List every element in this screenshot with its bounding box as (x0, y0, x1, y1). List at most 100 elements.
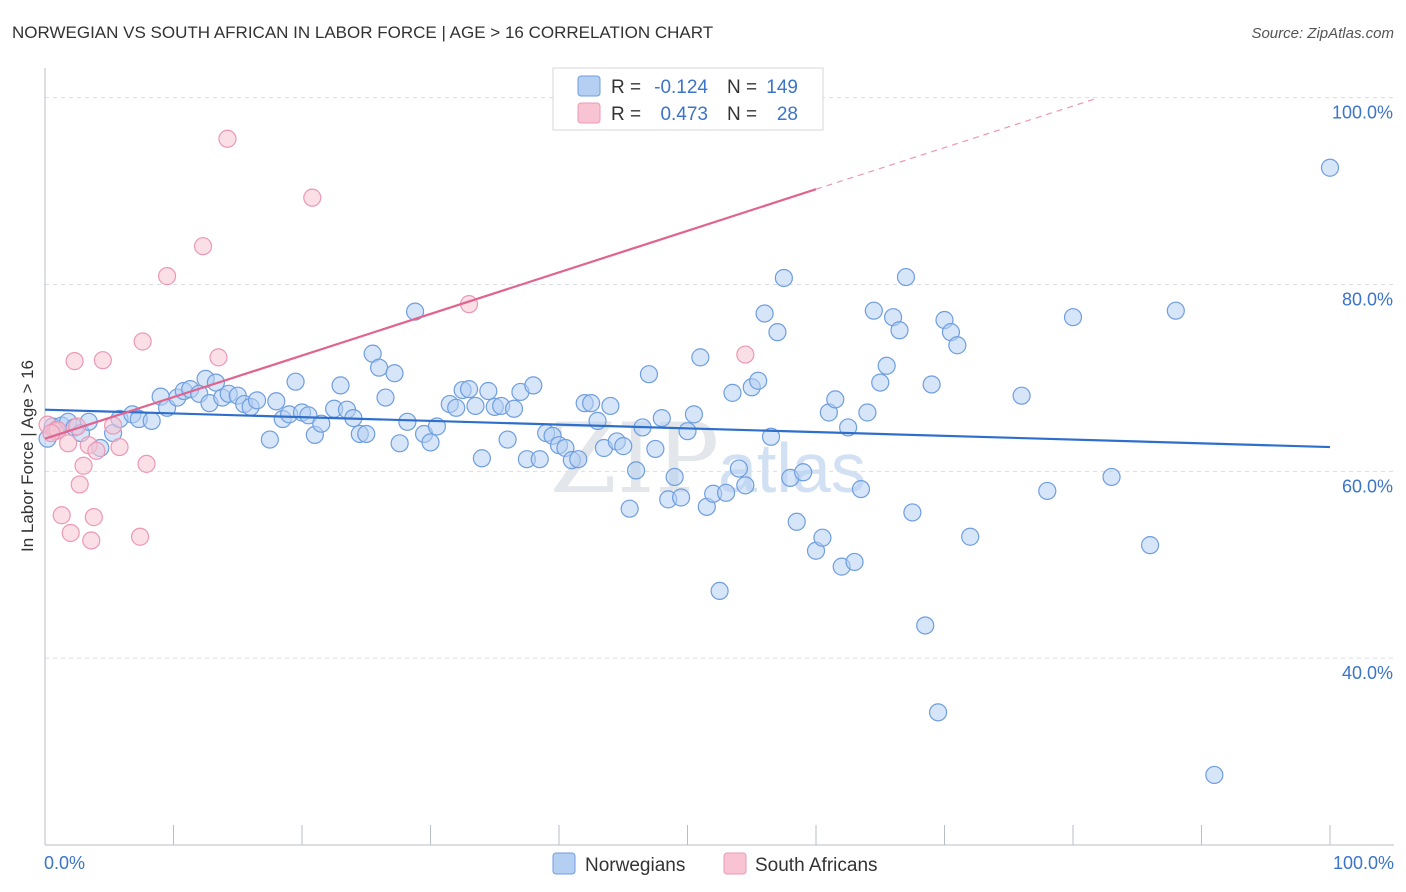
data-point-norwegian-127 (922, 375, 941, 394)
data-point-norwegian-128 (928, 703, 948, 722)
series-legend: Norwegians South Africans (552, 852, 878, 876)
legend-n-label-1: N = (727, 77, 757, 98)
y-tick-label-100: 100.0% (1332, 103, 1393, 123)
data-point-norwegian-96 (710, 581, 729, 601)
chart-title: NORWEGIAN VS SOUTH AFRICAN IN LABOR FORC… (12, 23, 713, 42)
y-tick-label-40: 40.0% (1342, 663, 1393, 683)
data-point-norwegian-76 (582, 394, 601, 413)
data-point-norwegian-140 (1320, 158, 1340, 177)
data-point-norwegian-133 (1012, 386, 1031, 405)
data-point-south-african-4 (61, 523, 80, 543)
data-point-norwegian-92 (684, 405, 704, 424)
data-point-norwegian-50 (405, 302, 425, 321)
bottom-legend-swatch-norwegians (552, 852, 576, 875)
legend-r-label-2: R = (611, 104, 641, 125)
legend-n-value-1: 149 (766, 77, 798, 98)
x-tick-label-min: 0.0% (44, 853, 85, 873)
data-point-norwegian-13 (142, 411, 161, 430)
x-ticks (44, 825, 1331, 845)
data-point-south-african-21 (218, 129, 237, 148)
data-point-norwegian-126 (916, 616, 935, 635)
data-point-norwegian-85 (639, 365, 659, 384)
data-point-norwegian-132 (961, 527, 980, 546)
data-point-south-african-14 (110, 437, 129, 457)
data-point-norwegian-97 (716, 483, 736, 502)
data-point-norwegian-116 (845, 552, 864, 572)
data-point-norwegian-37 (312, 414, 331, 433)
data-point-norwegian-104 (761, 427, 781, 446)
trend-lines (44, 97, 1331, 449)
data-point-south-african-11 (87, 441, 106, 460)
trend-line-norwegians (44, 408, 1331, 449)
data-point-norwegian-98 (723, 383, 742, 402)
data-point-norwegian-47 (385, 364, 404, 383)
data-point-norwegian-86 (646, 439, 665, 459)
data-point-norwegian-28 (247, 391, 267, 410)
data-points (38, 129, 1340, 785)
data-point-south-african-7 (74, 456, 93, 475)
data-point-south-african-17 (137, 454, 156, 473)
data-point-norwegian-82 (620, 499, 639, 518)
data-point-norwegian-33 (286, 372, 305, 391)
data-point-norwegian-57 (459, 380, 479, 399)
data-point-norwegian-87 (652, 408, 671, 428)
data-point-norwegian-134 (1038, 481, 1057, 501)
legend-swatch-norwegians (577, 75, 601, 97)
data-point-norwegian-109 (794, 463, 813, 482)
legend-n-value-2: 28 (777, 104, 798, 125)
y-axis-label: In Labor Force | Age > 16 (18, 360, 37, 552)
data-point-south-african-22 (303, 188, 322, 207)
data-point-norwegian-99 (729, 459, 749, 478)
data-point-south-african-16 (133, 332, 152, 351)
data-point-norwegian-120 (871, 373, 890, 392)
data-point-norwegian-83 (626, 461, 646, 480)
axes (44, 68, 1394, 846)
data-point-south-african-2 (52, 506, 71, 525)
trend-line-south-africans (44, 188, 817, 440)
data-point-norwegian-46 (376, 388, 395, 407)
stats-legend: R = -0.124 N = 149 R = 0.473 N = 28 (552, 67, 824, 131)
data-point-norwegian-63 (498, 430, 517, 449)
data-point-norwegian-74 (569, 450, 588, 469)
data-point-norwegian-113 (826, 390, 845, 409)
data-point-norwegian-139 (1205, 765, 1224, 785)
data-point-norwegian-105 (768, 323, 787, 342)
y-tick-labels: 40.0% 60.0% 80.0% 100.0% (1332, 103, 1393, 683)
data-point-south-african-9 (82, 531, 101, 550)
data-point-norwegian-136 (1102, 467, 1121, 487)
data-point-norwegian-68 (530, 450, 549, 469)
legend-r-value-2: 0.473 (660, 104, 708, 125)
data-point-norwegian-106 (774, 268, 793, 288)
data-point-norwegian-59 (472, 449, 491, 468)
data-point-south-african-6 (70, 475, 89, 494)
data-point-norwegian-89 (665, 467, 684, 487)
data-point-south-african-20 (209, 348, 228, 367)
data-point-norwegian-123 (890, 321, 909, 340)
data-point-norwegian-131 (948, 336, 967, 355)
source-label: Source: ZipAtlas.com (1251, 25, 1394, 42)
data-point-norwegian-138 (1166, 301, 1185, 320)
data-point-norwegian-103 (755, 304, 774, 323)
data-point-south-african-3 (59, 434, 78, 453)
data-point-norwegian-39 (331, 376, 350, 395)
x-tick-label-max: 100.0% (1333, 853, 1394, 873)
data-point-norwegian-115 (839, 418, 858, 437)
series-points-norwegians (38, 158, 1340, 785)
data-point-south-african-10 (84, 508, 103, 527)
data-point-norwegian-102 (749, 371, 768, 390)
data-point-south-african-19 (193, 237, 213, 256)
data-point-norwegian-93 (691, 348, 710, 367)
data-point-norwegian-137 (1140, 536, 1160, 555)
data-point-norwegian-91 (678, 422, 697, 441)
data-point-south-african-12 (93, 351, 112, 370)
y-tick-label-80: 80.0% (1342, 290, 1393, 310)
data-point-norwegian-125 (903, 503, 922, 522)
data-point-norwegian-90 (671, 488, 691, 507)
bottom-legend-swatch-south-africans (723, 852, 747, 875)
y-tick-label-60: 60.0% (1342, 476, 1393, 496)
data-point-norwegian-100 (736, 476, 755, 495)
data-point-norwegian-29 (260, 430, 279, 449)
data-point-norwegian-124 (896, 267, 916, 287)
data-point-norwegian-48 (390, 434, 409, 453)
